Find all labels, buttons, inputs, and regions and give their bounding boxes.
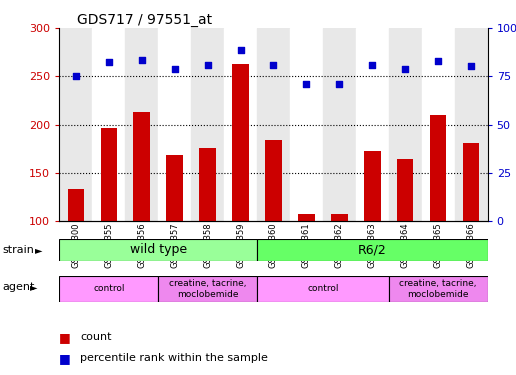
Bar: [265, 140, 282, 221]
Point: [72, 74, 80, 80]
Bar: [455, 28, 488, 221]
Bar: [397, 159, 413, 221]
Text: ►: ►: [35, 245, 42, 255]
Text: agent: agent: [3, 282, 35, 292]
Text: percentile rank within the sample: percentile rank within the sample: [80, 353, 268, 363]
Text: creatine, tacrine,
moclobemide: creatine, tacrine, moclobemide: [399, 279, 477, 299]
Bar: [59, 28, 92, 221]
Bar: [224, 28, 257, 221]
Point: [401, 66, 409, 72]
Point: [236, 47, 245, 53]
Bar: [356, 28, 389, 221]
Point: [105, 59, 113, 65]
Bar: [101, 128, 117, 221]
Point: [335, 81, 344, 87]
Point: [467, 63, 475, 69]
Point: [368, 62, 377, 68]
Bar: [298, 213, 315, 221]
Bar: [331, 214, 348, 221]
Bar: [257, 276, 389, 302]
Text: ►: ►: [30, 282, 38, 292]
Bar: [232, 64, 249, 221]
Bar: [59, 239, 257, 261]
Bar: [166, 154, 183, 221]
Text: R6/2: R6/2: [358, 243, 386, 256]
Bar: [199, 148, 216, 221]
Bar: [158, 28, 191, 221]
Bar: [389, 28, 422, 221]
Point: [170, 66, 179, 72]
Text: GDS717 / 97551_at: GDS717 / 97551_at: [77, 13, 212, 27]
Text: control: control: [93, 284, 124, 293]
Bar: [125, 28, 158, 221]
Bar: [191, 28, 224, 221]
Text: ■: ■: [59, 352, 71, 364]
Bar: [257, 28, 290, 221]
Bar: [68, 189, 84, 221]
Bar: [364, 151, 381, 221]
Text: ■: ■: [59, 331, 71, 344]
Point: [302, 81, 311, 87]
Bar: [134, 112, 150, 221]
Bar: [430, 115, 446, 221]
Bar: [290, 28, 323, 221]
Bar: [92, 28, 125, 221]
Text: creatine, tacrine,
moclobemide: creatine, tacrine, moclobemide: [169, 279, 246, 299]
Text: count: count: [80, 333, 111, 342]
Point: [434, 58, 442, 64]
Point: [203, 62, 212, 68]
Bar: [422, 28, 455, 221]
Bar: [323, 28, 356, 221]
Point: [269, 62, 278, 68]
Bar: [463, 143, 479, 221]
Bar: [158, 276, 257, 302]
Text: strain: strain: [3, 245, 35, 255]
Point: [138, 57, 146, 63]
Bar: [257, 239, 488, 261]
Bar: [59, 276, 158, 302]
Text: wild type: wild type: [130, 243, 187, 256]
Bar: [389, 276, 488, 302]
Text: control: control: [307, 284, 338, 293]
